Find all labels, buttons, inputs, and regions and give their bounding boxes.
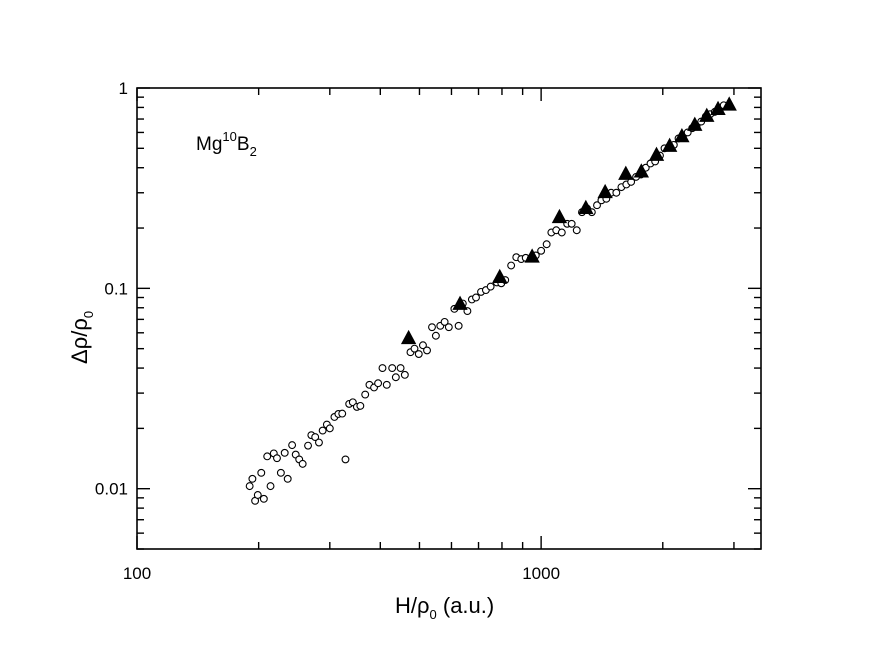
y-tick-label: 1 [119, 79, 128, 98]
open-circle-point [361, 390, 370, 399]
open-circle-point [338, 409, 347, 418]
x-axis-title: H/ρ0 (a.u.) [395, 593, 494, 622]
open-circle-point [248, 474, 257, 483]
open-circle-point [612, 188, 621, 197]
open-circle-point [259, 494, 268, 503]
filled-triangle-point [721, 96, 737, 111]
open-circle-point [400, 370, 409, 379]
plot-frame [136, 87, 762, 550]
open-circle-point [315, 438, 323, 447]
filled-triangle-point [710, 100, 726, 115]
open-circle-point [396, 364, 405, 373]
open-circle-point [263, 452, 272, 461]
filled-triangle-point [452, 295, 468, 310]
open-circle-point [374, 379, 383, 388]
open-circle-point [431, 331, 440, 340]
filled-triangle-point [699, 107, 715, 122]
filled-triangle-point [597, 183, 613, 199]
filled-triangle-point [687, 116, 703, 131]
x-tick-label: 100 [123, 564, 151, 583]
y-axis-title: Δρ/ρ0 [67, 311, 96, 364]
filled-triangle-point [618, 165, 634, 180]
filled-triangle-point [674, 128, 690, 143]
open-circle-point [444, 323, 453, 332]
open-circle-point [410, 344, 419, 353]
open-circle-point [245, 482, 254, 491]
open-circle-point [391, 373, 400, 382]
open-circle-point [423, 346, 431, 355]
open-circle-point [472, 293, 480, 302]
x-tick-label: 1000 [522, 564, 560, 583]
open-circle-point [257, 468, 266, 477]
open-circle-point [280, 448, 289, 457]
open-circle-point [276, 468, 285, 477]
data-points [245, 96, 737, 505]
open-circle-point [325, 424, 334, 433]
open-circle-point [311, 433, 320, 442]
filled-triangle-point [400, 329, 417, 345]
filled-triangle-point [578, 199, 594, 214]
open-circle-point [567, 219, 576, 228]
open-circle-point [572, 226, 581, 235]
axis-ticks [136, 87, 761, 550]
y-tick-label: 0.01 [95, 480, 128, 499]
filled-triangle-point [661, 137, 678, 152]
open-circle-point [318, 426, 327, 435]
filled-triangle-point [633, 163, 650, 178]
open-circle-point [341, 455, 350, 464]
filled-triangle-point [492, 268, 508, 284]
open-circle-point [378, 364, 387, 373]
open-circle-point [388, 364, 397, 373]
filled-triangle-point [648, 146, 665, 161]
open-circle-point [507, 261, 516, 270]
open-circle-point [537, 246, 546, 255]
open-circle-point [356, 401, 365, 410]
open-circle-point [382, 380, 391, 389]
open-circle-point [273, 454, 281, 463]
open-circle-point [288, 441, 297, 450]
open-circle-point [418, 341, 427, 350]
open-circle-point [486, 282, 495, 291]
open-circle-point [298, 459, 307, 468]
open-circle-point [557, 228, 566, 237]
open-circle-point [440, 317, 449, 326]
filled-triangle-point [524, 248, 540, 263]
open-circle-point [283, 474, 292, 483]
open-circle-point [414, 350, 423, 358]
open-circle-point [266, 482, 275, 491]
open-circle-point [454, 321, 463, 330]
tick-labels: 100 1000 0.01 0.1 1 [95, 79, 560, 583]
filled-triangle-point [551, 208, 568, 224]
open-circle-point [304, 441, 312, 450]
open-circle-point [428, 323, 436, 332]
open-circle-point [593, 201, 601, 210]
annotation-label: Mg10B2 [196, 129, 257, 159]
open-circle-point [542, 240, 551, 249]
open-circle-point [253, 491, 262, 499]
y-tick-label: 0.1 [104, 279, 128, 298]
